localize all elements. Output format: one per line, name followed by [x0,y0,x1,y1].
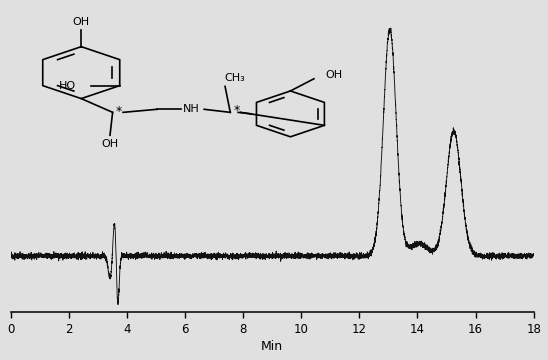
Text: HO: HO [59,81,76,91]
X-axis label: Min: Min [261,340,283,353]
Text: OH: OH [101,139,118,149]
Text: OH: OH [73,17,90,27]
Text: *: * [233,104,239,117]
Text: *: * [116,105,122,118]
Text: NH: NH [182,104,199,114]
Text: CH₃: CH₃ [224,73,245,83]
Text: OH: OH [326,70,342,80]
